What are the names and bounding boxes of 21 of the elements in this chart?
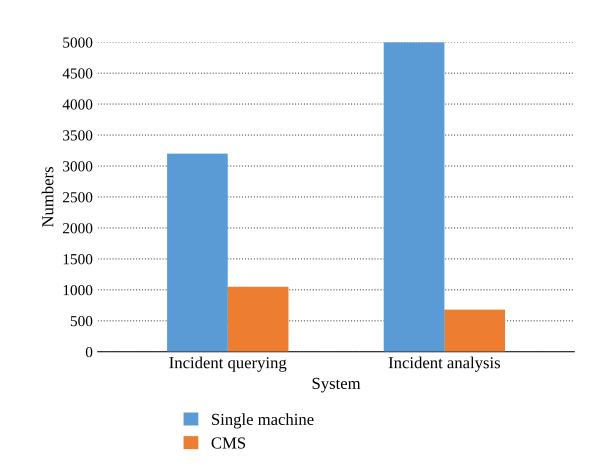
x-tick-label: Incident analysis bbox=[388, 356, 500, 372]
y-tick-label: 1000 bbox=[64, 284, 92, 296]
bar bbox=[167, 154, 228, 352]
y-tick-label: 2500 bbox=[63, 192, 92, 202]
bar bbox=[384, 42, 444, 352]
y-tick-label: 5000 bbox=[63, 37, 92, 48]
legend-label: CMS bbox=[212, 437, 246, 449]
legend-label: Single machine bbox=[212, 413, 314, 428]
bar bbox=[228, 286, 288, 352]
x-axis-title: System bbox=[312, 378, 360, 392]
y-tick-label: 3500 bbox=[63, 130, 92, 141]
y-tick-label: 0 bbox=[86, 346, 92, 358]
y-tick-label: 1500 bbox=[64, 254, 92, 264]
y-tick-label: 3000 bbox=[63, 161, 92, 172]
x-tick-label: Incident querying bbox=[169, 356, 286, 372]
y-tick-label: 4000 bbox=[62, 99, 92, 110]
y-tick-label: 2000 bbox=[63, 223, 92, 234]
bar bbox=[444, 310, 506, 352]
y-tick-label: 4500 bbox=[62, 68, 92, 79]
y-tick-label: 500 bbox=[70, 316, 92, 326]
y-axis-title: Numbers bbox=[42, 167, 54, 228]
